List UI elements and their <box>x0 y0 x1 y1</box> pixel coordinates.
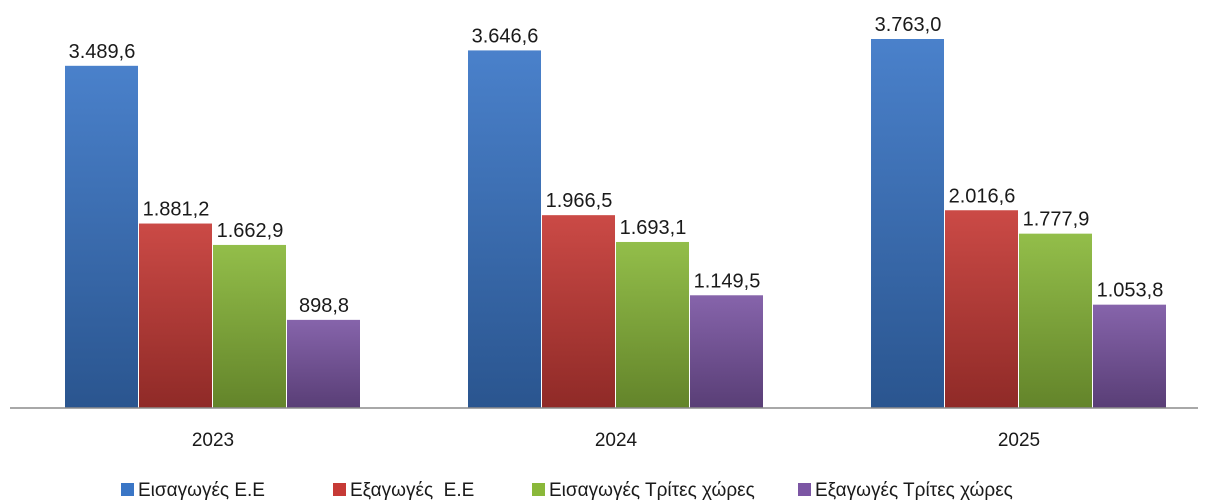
data-label-2023-series-4: 898,8 <box>299 295 349 317</box>
bar-2025-series-3 <box>1019 233 1092 408</box>
bar-2024-series-4 <box>690 295 763 408</box>
bar-2024-series-1 <box>468 50 541 409</box>
legend-swatch-series-2 <box>333 483 346 496</box>
legend-label-series-4: Εξαγωγές Τρίτες χώρες <box>815 480 1013 500</box>
bar-2023-series-2 <box>139 223 212 408</box>
bar-2025-series-2 <box>945 210 1018 408</box>
data-label-2025-series-4: 1.053,8 <box>1097 280 1164 302</box>
legend-item-series-1: Εισαγωγές Ε.Ε <box>121 480 265 500</box>
bar-2023-series-4 <box>287 319 360 408</box>
legend-label-series-1: Εισαγωγές Ε.Ε <box>138 480 265 500</box>
data-label-2023-series-2: 1.881,2 <box>143 199 210 221</box>
x-tick-label-2023: 2023 <box>192 430 234 451</box>
legend-item-series-3: Εισαγωγές Τρίτες χώρες <box>532 480 755 500</box>
bar-2024-series-2 <box>542 215 615 408</box>
bar-2024-series-3 <box>616 241 689 408</box>
data-label-2024-series-3: 1.693,1 <box>620 217 687 239</box>
bar-2025-series-1 <box>871 39 944 408</box>
data-label-2024-series-4: 1.149,5 <box>694 270 761 292</box>
x-tick-labels: 2023 2024 2025 <box>192 430 1040 451</box>
bar-2023-series-3 <box>213 244 286 408</box>
x-tick-label-2025: 2025 <box>998 430 1040 451</box>
data-label-2025-series-1: 3.763,0 <box>875 14 942 36</box>
data-label-2023-series-1: 3.489,6 <box>69 41 136 63</box>
data-label-2024-series-1: 3.646,6 <box>472 25 539 47</box>
data-labels-layer: 3.489,6 1.881,2 1.662,9 898,8 3.646,6 1.966,5… <box>69 14 1164 317</box>
bars-layer <box>65 39 1166 409</box>
data-label-2024-series-2: 1.966,5 <box>546 190 613 212</box>
legend-label-series-2: Εξαγωγές Ε.Ε <box>350 480 474 500</box>
data-label-2023-series-3: 1.662,9 <box>217 220 284 242</box>
data-label-2025-series-2: 2.016,6 <box>949 185 1016 207</box>
legend-swatch-series-3 <box>532 483 545 496</box>
legend-label-series-3: Εισαγωγές Τρίτες χώρες <box>549 480 755 500</box>
bar-2023-series-1 <box>65 65 138 408</box>
data-label-2025-series-3: 1.777,9 <box>1023 209 1090 231</box>
x-tick-label-2024: 2024 <box>595 430 638 451</box>
legend-item-series-4: Εξαγωγές Τρίτες χώρες <box>798 480 1013 500</box>
legend: Εισαγωγές Ε.Ε Εξαγωγές Ε.Ε Εισαγωγές Τρίτε… <box>121 480 1013 500</box>
legend-item-series-2: Εξαγωγές Ε.Ε <box>333 480 474 500</box>
bar-2025-series-4 <box>1093 304 1166 408</box>
legend-swatch-series-4 <box>798 483 811 496</box>
legend-swatch-series-1 <box>121 483 134 496</box>
